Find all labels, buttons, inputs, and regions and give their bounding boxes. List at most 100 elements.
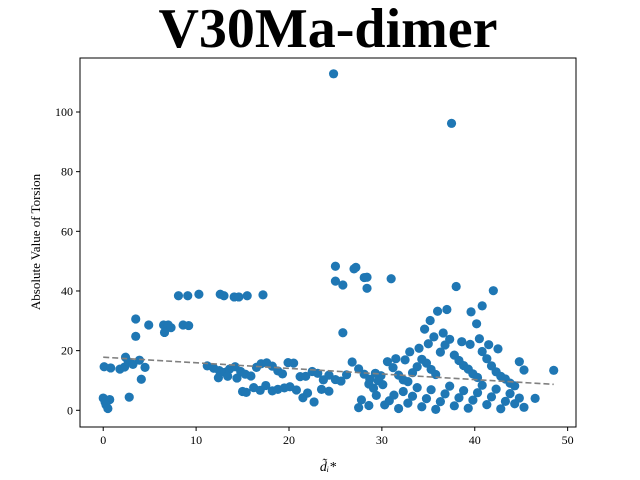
scatter-point-6 [362,272,372,282]
scatter-point-152 [435,397,445,407]
scatter-point-142 [389,390,399,400]
scatter-point-159 [468,395,478,405]
scatter-point-145 [403,398,413,408]
scatter-point-171 [530,393,540,403]
scatter-point-113 [403,377,413,387]
scatter-point-63 [246,371,256,381]
scatter-point-25 [166,323,176,333]
scatter-point-129 [477,346,487,357]
scatter-point-163 [486,392,497,402]
y-axis-label: Absolute Value of Torsion [28,173,43,310]
scatter-points [98,69,559,414]
scatter-point-122 [445,334,455,344]
scatter-point-16 [466,307,476,317]
scatter-point-150 [426,385,436,395]
scatter-point-14 [442,304,452,315]
scatter-point-22 [144,320,154,330]
trend-line [103,356,554,386]
y-tick-label-80: 80 [61,165,73,179]
scatter-point-108 [378,380,388,390]
scatter-point-153 [440,389,450,399]
scatter-point-136 [510,381,520,391]
y-tick-label-100: 100 [55,105,73,119]
scatter-point-185 [493,344,503,354]
scatter-point-91 [241,387,251,397]
scatter-point-15 [425,315,435,326]
scatter-point-73 [301,371,311,381]
scatter-point-183 [474,334,484,344]
scatter-point-40 [106,363,116,373]
scatter-point-18 [338,328,348,338]
x-axis-label: d̃ᵢ* [320,458,336,475]
scatter-point-167 [505,388,515,399]
scatter-point-174 [364,400,374,411]
y-tick-label-60: 60 [61,224,73,238]
scatter-point-186 [391,354,401,364]
scatter-point-102 [309,397,319,407]
scatter-point-37 [159,327,170,338]
scatter-point-151 [431,404,441,414]
scatter-point-164 [491,384,501,394]
y-tick-label-0: 0 [67,403,73,417]
scatter-point-104 [324,386,334,396]
scatter-point-1 [446,118,457,128]
scatter-point-157 [459,386,469,396]
scatter-point-28 [173,291,184,301]
scatter-point-182 [465,339,475,349]
y-tick-label-20: 20 [61,344,73,358]
scatter-point-158 [463,403,473,413]
scatter-point-149 [421,394,432,404]
scatter-point-35 [242,291,252,301]
scatter-point-54 [103,403,113,414]
scatter-point-2 [330,261,341,271]
scatter-point-147 [412,383,422,393]
scatter-point-9 [338,280,348,290]
scatter-point-38 [131,331,141,341]
scatter-point-161 [477,380,487,390]
scatter-point-21 [131,314,141,324]
plot-frame [79,57,577,428]
scatter-point-8 [386,274,396,284]
y-axis-ticks: 0 20 40 60 80 100 [55,105,80,417]
trend-line-layer [103,356,554,386]
scatter-point-99 [291,385,302,395]
scatter-point-177 [414,343,424,353]
scatter-point-101 [302,388,313,398]
scatter-point-143 [393,403,404,414]
scatter-point-19 [420,324,430,334]
scatter-point-69 [277,369,288,379]
scatter-point-32 [219,291,229,301]
y-tick-label-40: 40 [61,284,73,298]
scatter-point-109 [382,357,393,367]
scatter-point-139 [549,365,559,375]
scatter-point-103 [316,384,327,395]
scatter-point-11 [451,281,461,292]
scatter-point-87 [213,373,223,383]
scatter-point-154 [445,381,455,391]
chart-title: V30Ma-dimer [158,0,497,60]
scatter-point-34 [234,292,244,302]
scatter-point-138 [519,365,529,375]
scatter-point-156 [454,393,464,403]
scatter-point-166 [500,396,511,406]
scatter-point-48 [136,374,146,384]
scatter-point-94 [261,380,271,391]
scatter-point-79 [336,376,346,386]
scatter-point-162 [482,400,492,410]
scatter-point-71 [289,358,299,368]
scatter-point-36 [258,290,268,300]
scatter-point-169 [514,393,524,403]
scatter-point-89 [232,373,242,383]
scatter-point-47 [140,362,150,372]
x-tick-label-0: 0 [100,433,106,447]
scatter-point-184 [484,340,494,350]
scatter-point-160 [472,388,483,398]
scatter-point-49 [124,392,134,402]
scatter-point-148 [417,402,427,412]
scatter-point-175 [371,390,381,400]
scatter-point-0 [328,69,339,79]
scatter-point-12 [488,286,498,296]
scatter-point-187 [400,355,410,365]
